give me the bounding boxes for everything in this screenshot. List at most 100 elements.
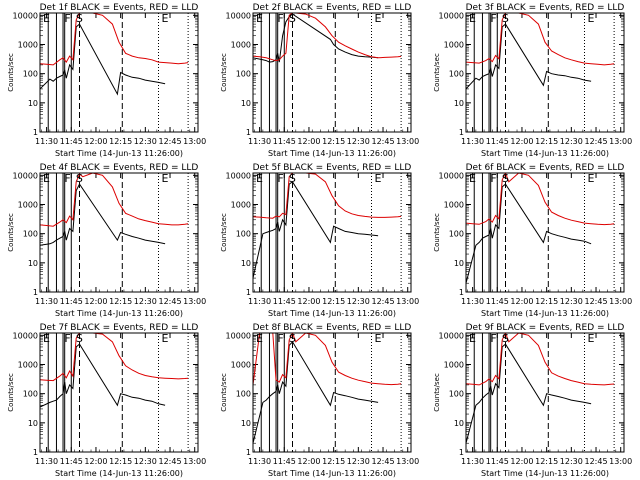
x-tick-label: 12:15 bbox=[535, 457, 558, 466]
chart-title: Det 7f BLACK = Events, RED = LLD bbox=[40, 323, 199, 333]
x-tick-label: 11:30 bbox=[35, 457, 58, 466]
events-series bbox=[466, 183, 592, 284]
plot-frame bbox=[252, 172, 412, 293]
x-tick-label: 13:00 bbox=[396, 137, 419, 146]
y-tick-label: 10000 bbox=[226, 331, 251, 340]
y-tick-label: 1 bbox=[459, 288, 464, 297]
x-tick-label: 12:00 bbox=[297, 297, 320, 306]
x-tick-label: 13:00 bbox=[609, 137, 632, 146]
x-tick-label: 12:15 bbox=[322, 457, 345, 466]
x-axis-label: Start Time (14-Jun-13 11:26:00) bbox=[55, 309, 183, 318]
plot-frame bbox=[252, 332, 412, 453]
y-tick-label: 10 bbox=[454, 99, 464, 108]
x-tick-label: 11:30 bbox=[248, 137, 271, 146]
y-tick-label: 10000 bbox=[226, 171, 251, 180]
attenuator-marker: E bbox=[256, 12, 263, 25]
y-axis-label: Counts/sec bbox=[433, 53, 441, 92]
y-tick-label: 10000 bbox=[439, 171, 464, 180]
plot-area bbox=[40, 173, 189, 292]
chart-panel-9: Det 9f BLACK = Events, RED = LLD Counts/s… bbox=[433, 323, 632, 478]
y-tick-label: 10000 bbox=[13, 331, 38, 340]
x-tick-label: 12:15 bbox=[322, 297, 345, 306]
x-tick-label: 11:45 bbox=[486, 297, 509, 306]
x-tick-label: 11:30 bbox=[248, 297, 271, 306]
plot-frame bbox=[39, 332, 199, 453]
x-axis-label: Start Time (14-Jun-13 11:26:00) bbox=[481, 469, 609, 478]
x-tick-label: 11:45 bbox=[273, 137, 296, 146]
attenuator-marker: E bbox=[375, 172, 382, 185]
x-axis-label: Start Time (14-Jun-13 11:26:00) bbox=[481, 309, 609, 318]
lld-series bbox=[40, 333, 189, 382]
x-tick-label: 12:00 bbox=[510, 297, 533, 306]
x-tick-label: 12:30 bbox=[560, 137, 583, 146]
y-tick-label: 100 bbox=[236, 390, 251, 399]
attenuator-marker: F bbox=[64, 12, 70, 25]
y-tick-label: 10 bbox=[241, 259, 251, 268]
plot-frame bbox=[465, 332, 625, 453]
x-tick-label: 12:15 bbox=[322, 137, 345, 146]
attenuator-marker: F bbox=[64, 332, 70, 345]
chart-panel-5: Det 5f BLACK = Events, RED = LLD Counts/s… bbox=[220, 163, 419, 318]
attenuator-marker: E bbox=[256, 172, 263, 185]
attenuator-marker: E bbox=[43, 172, 50, 185]
events-series bbox=[253, 181, 379, 279]
x-axis-label: Start Time (14-Jun-13 11:26:00) bbox=[268, 149, 396, 158]
x-tick-label: 11:45 bbox=[486, 457, 509, 466]
events-series bbox=[40, 183, 166, 246]
x-tick-label: 12:15 bbox=[535, 137, 558, 146]
x-tick-label: 12:30 bbox=[560, 297, 583, 306]
chart-panel-6: Det 6f BLACK = Events, RED = LLD Counts/s… bbox=[433, 163, 632, 318]
y-tick-label: 100 bbox=[449, 70, 464, 79]
y-tick-label: 100 bbox=[236, 230, 251, 239]
y-axis-label: Counts/sec bbox=[220, 213, 228, 252]
x-tick-label: 11:30 bbox=[461, 297, 484, 306]
chart-panel-2: Det 2f BLACK = Events, RED = LLD Counts/s… bbox=[220, 3, 419, 158]
chart-title: Det 1f BLACK = Events, RED = LLD bbox=[40, 3, 199, 13]
chart-title: Det 6f BLACK = Events, RED = LLD bbox=[466, 163, 625, 173]
lld-series bbox=[253, 333, 402, 386]
x-tick-label: 11:30 bbox=[35, 137, 58, 146]
plot-frame bbox=[465, 12, 625, 133]
x-tick-label: 12:15 bbox=[535, 297, 558, 306]
x-tick-label: 11:45 bbox=[60, 137, 83, 146]
y-tick-label: 10 bbox=[454, 259, 464, 268]
attenuator-marker: E bbox=[588, 332, 595, 345]
attenuator-marker: S bbox=[76, 12, 83, 25]
y-tick-label: 1 bbox=[33, 128, 38, 137]
attenuator-marker: E bbox=[469, 172, 476, 185]
plot-frame bbox=[465, 172, 625, 293]
events-series bbox=[40, 343, 166, 408]
x-tick-label: 12:00 bbox=[84, 137, 107, 146]
x-tick-label: 12:45 bbox=[371, 137, 394, 146]
y-tick-label: 1 bbox=[33, 288, 38, 297]
plot-frame bbox=[252, 12, 412, 133]
attenuator-marker: S bbox=[502, 172, 509, 185]
chart-title: Det 2f BLACK = Events, RED = LLD bbox=[253, 3, 412, 13]
attenuator-marker: E bbox=[162, 332, 169, 345]
x-tick-label: 11:30 bbox=[461, 137, 484, 146]
x-tick-label: 12:45 bbox=[158, 297, 181, 306]
chart-panel-4: Det 4f BLACK = Events, RED = LLD Counts/s… bbox=[7, 163, 206, 318]
x-tick-label: 12:15 bbox=[109, 297, 132, 306]
plot-frame bbox=[39, 172, 199, 293]
x-axis-label: Start Time (14-Jun-13 11:26:00) bbox=[268, 309, 396, 318]
y-axis-label: Counts/sec bbox=[220, 53, 228, 92]
y-tick-label: 1000 bbox=[231, 41, 251, 50]
attenuator-marker: S bbox=[289, 332, 296, 345]
attenuator-marker: E bbox=[588, 172, 595, 185]
y-tick-label: 1000 bbox=[444, 361, 464, 370]
plot-area bbox=[466, 173, 615, 292]
x-tick-label: 11:45 bbox=[60, 457, 83, 466]
chart-title: Det 8f BLACK = Events, RED = LLD bbox=[253, 323, 412, 333]
x-tick-label: 12:30 bbox=[347, 297, 370, 306]
x-tick-label: 12:30 bbox=[134, 297, 157, 306]
x-axis-label: Start Time (14-Jun-13 11:26:00) bbox=[55, 469, 183, 478]
attenuator-marker: E bbox=[43, 332, 50, 345]
chart-panel-1: Det 1f BLACK = Events, RED = LLD Counts/s… bbox=[7, 3, 206, 158]
x-tick-label: 11:30 bbox=[461, 457, 484, 466]
attenuator-marker: F bbox=[277, 172, 283, 185]
x-tick-label: 12:45 bbox=[371, 297, 394, 306]
y-tick-label: 100 bbox=[449, 390, 464, 399]
y-tick-label: 10000 bbox=[226, 11, 251, 20]
plot-area bbox=[466, 333, 615, 452]
